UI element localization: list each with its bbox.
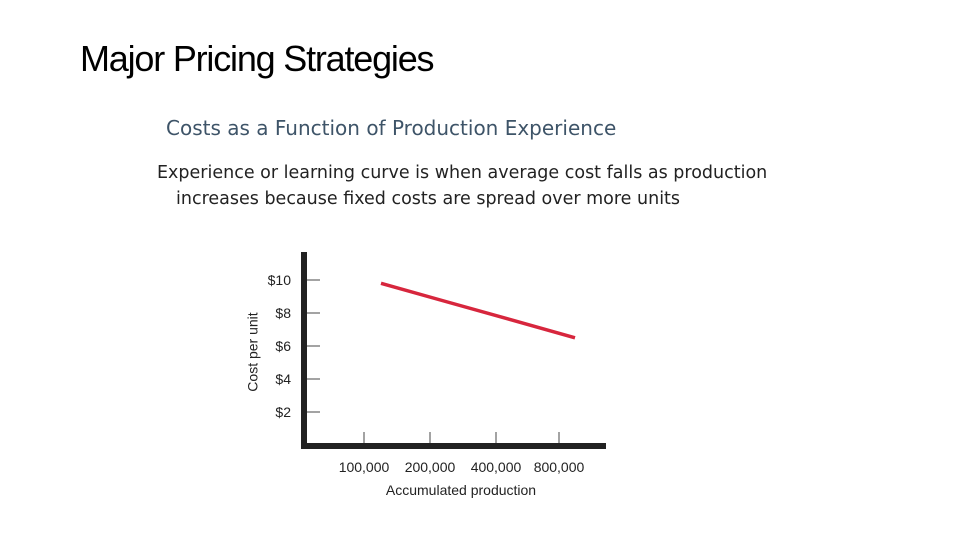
y-axis: $10 $8 $6 $4 $2 bbox=[268, 252, 320, 446]
slide-subtitle: Costs as a Function of Production Experi… bbox=[166, 116, 617, 140]
slide-title: Major Pricing Strategies bbox=[80, 38, 435, 79]
cost-curve-line bbox=[380, 281, 576, 340]
y-tick-label: $4 bbox=[275, 371, 291, 387]
x-tick-label: 400,000 bbox=[471, 459, 522, 475]
x-tick-label: 800,000 bbox=[534, 459, 585, 475]
y-tick-label: $8 bbox=[275, 305, 291, 321]
x-tick-label: 200,000 bbox=[405, 459, 456, 475]
x-tick-label: 100,000 bbox=[339, 459, 390, 475]
x-axis-label: Accumulated production bbox=[386, 482, 536, 498]
y-tick-label: $6 bbox=[275, 338, 291, 354]
y-axis-label: Cost per unit bbox=[245, 312, 261, 391]
series-group bbox=[380, 281, 576, 340]
y-tick-label: $2 bbox=[275, 404, 291, 420]
y-tick-label: $10 bbox=[268, 272, 292, 288]
slide-body-text: Experience or learning curve is when ave… bbox=[157, 163, 768, 209]
x-axis: 100,000 200,000 400,000 800,000 bbox=[301, 432, 606, 475]
